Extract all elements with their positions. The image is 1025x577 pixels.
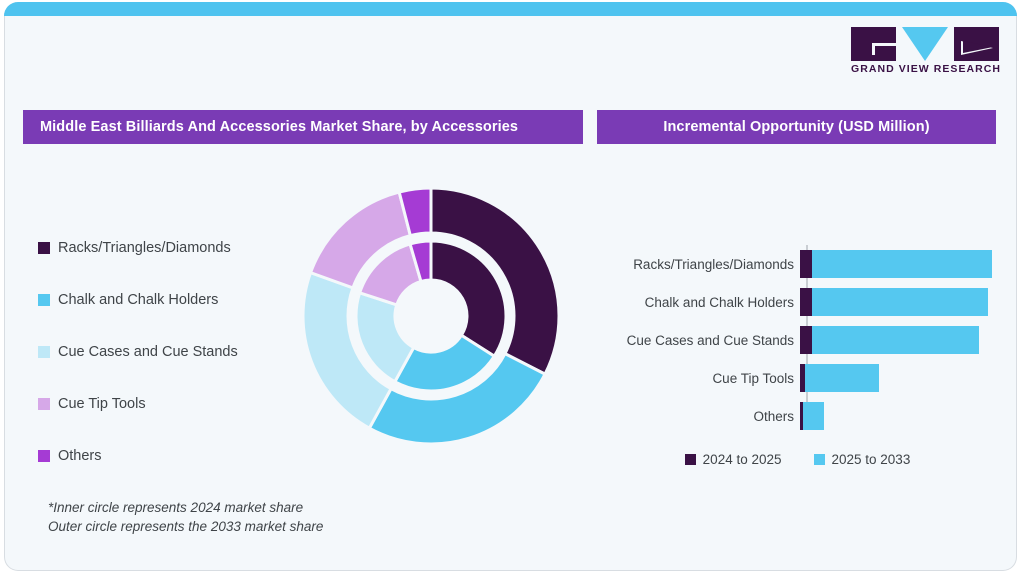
legend-swatch-icon (684, 454, 696, 465)
legend-swatch-icon (813, 454, 825, 465)
chart-footnote: *Inner circle represents 2024 market sha… (48, 498, 323, 536)
bar-segment-2024-2025[interactable] (800, 364, 805, 392)
legend-label: Chalk and Chalk Holders (58, 292, 219, 308)
bar-segment-2025-2033[interactable] (812, 326, 979, 354)
donut-segment[interactable] (408, 239, 433, 284)
donut-chart (287, 172, 575, 460)
legend-item[interactable]: Cue Cases and Cue Stands (38, 341, 288, 363)
bar-track (800, 288, 1000, 316)
donut-segment[interactable] (354, 290, 416, 384)
bar-segment-2024-2025[interactable] (800, 402, 803, 430)
bar-segment-2024-2025[interactable] (800, 288, 813, 316)
bar-track (800, 402, 1000, 430)
right-panel-title: Incremental Opportunity (USD Million) (663, 119, 930, 135)
legend-swatch-icon (38, 294, 50, 306)
bar-chart: Racks/Triangles/Diamonds Chalk and Chalk … (595, 240, 1000, 440)
bar-row[interactable]: Chalk and Chalk Holders (595, 283, 1000, 321)
bar-track (800, 364, 1000, 392)
donut-chart-svg (301, 186, 561, 446)
legend-label: Cue Tip Tools (58, 396, 146, 412)
bar-legend-item[interactable]: 2025 to 2033 (813, 452, 911, 467)
donut-segment[interactable] (397, 186, 433, 238)
legend-label: Others (58, 448, 102, 464)
bar-category-label: Chalk and Chalk Holders (644, 294, 794, 310)
brand-logo: GRAND VIEW RESEARCH (851, 27, 1002, 77)
bar-row[interactable]: Cue Tip Tools (595, 359, 1000, 397)
footnote-line-2: Outer circle represents the 2033 market … (48, 519, 324, 534)
bar-category-label: Cue Tip Tools (712, 370, 794, 386)
legend-item[interactable]: Racks/Triangles/Diamonds (38, 237, 288, 259)
legend-label: Racks/Triangles/Diamonds (58, 240, 231, 256)
legend-item[interactable]: Chalk and Chalk Holders (38, 289, 288, 311)
bar-row[interactable]: Racks/Triangles/Diamonds (595, 245, 1000, 283)
legend-label: 2025 to 2033 (831, 452, 911, 467)
donut-segment[interactable] (429, 186, 561, 377)
brand-name: GRAND VIEW RESEARCH (851, 63, 1002, 75)
legend-item[interactable]: Others (38, 445, 288, 467)
donut-segment[interactable] (392, 333, 497, 393)
bar-segment-2024-2025[interactable] (800, 250, 813, 278)
bar-legend-item[interactable]: 2024 to 2025 (684, 452, 782, 467)
bar-segment-2025-2033[interactable] (804, 364, 879, 392)
bar-category-label: Racks/Triangles/Diamonds (633, 256, 794, 272)
left-panel-title: Middle East Billiards And Accessories Ma… (40, 119, 519, 135)
bar-row[interactable]: Others (595, 397, 1000, 435)
legend-label: Cue Cases and Cue Stands (58, 344, 238, 360)
bar-segment-2025-2033[interactable] (812, 288, 989, 316)
legend-label: 2024 to 2025 (702, 452, 782, 467)
bar-category-label: Others (753, 408, 794, 424)
left-panel-title-bar: Middle East Billiards And Accessories Ma… (23, 110, 583, 144)
footnote-line-1: *Inner circle represents 2024 market sha… (48, 500, 304, 515)
legend-item[interactable]: Cue Tip Tools (38, 393, 288, 415)
legend-swatch-icon (38, 398, 50, 410)
legend-swatch-icon (38, 346, 50, 358)
logo-v-triangle-icon (902, 27, 948, 61)
donut-segment[interactable] (429, 239, 508, 359)
top-accent-bar (4, 2, 1017, 16)
bar-segment-2025-2033[interactable] (802, 402, 824, 430)
logo-g-bar-v (872, 43, 875, 55)
bar-segment-2025-2033[interactable] (812, 250, 992, 278)
right-panel-title-bar: Incremental Opportunity (USD Million) (597, 110, 996, 144)
bar-category-label: Cue Cases and Cue Stands (626, 332, 794, 348)
bar-track (800, 326, 1000, 354)
pie-legend: Racks/Triangles/Diamonds Chalk and Chalk… (38, 237, 288, 497)
logo-g-bar-h (872, 43, 896, 46)
logo-arrow-inner-icon (963, 41, 993, 53)
legend-swatch-icon (38, 450, 50, 462)
gvr-logo-icon (851, 27, 999, 61)
legend-swatch-icon (38, 242, 50, 254)
bar-segment-2024-2025[interactable] (800, 326, 813, 354)
bar-legend: 2024 to 2025 2025 to 2033 (595, 452, 1000, 467)
bar-track (800, 250, 1000, 278)
bar-row[interactable]: Cue Cases and Cue Stands (595, 321, 1000, 359)
